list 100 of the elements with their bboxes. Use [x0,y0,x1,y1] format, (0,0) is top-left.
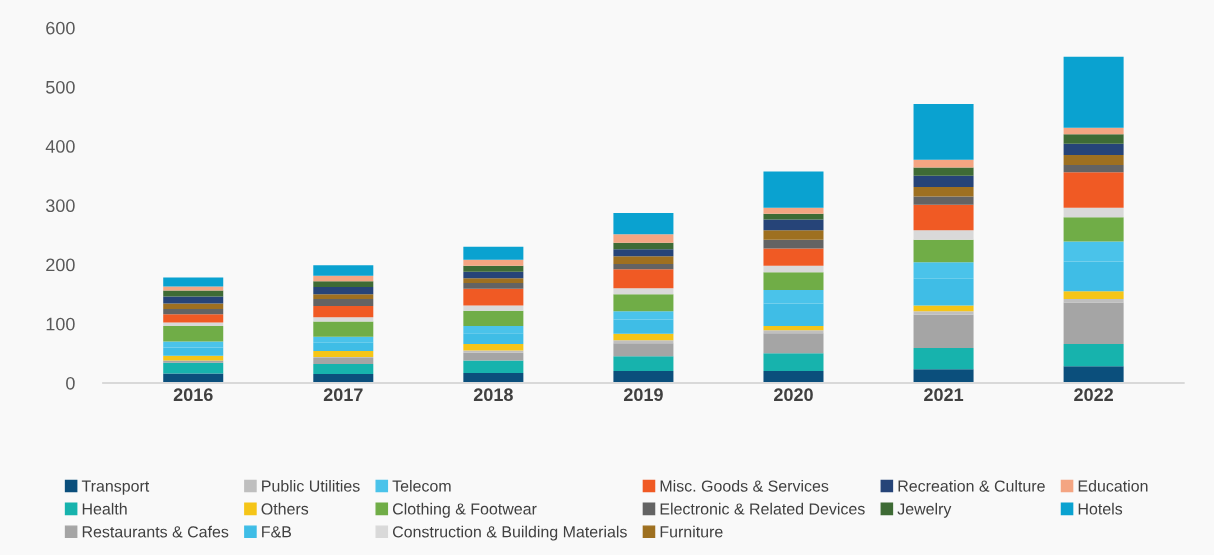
bar [463,352,524,361]
bar [763,171,824,208]
bar [1063,127,1124,135]
bar [163,360,224,363]
bar [163,286,224,291]
bar [163,290,224,297]
bar [763,213,824,220]
legend-label: Education [1078,479,1148,492]
bar [1063,134,1124,144]
bar [463,350,524,353]
bar [313,374,374,383]
bar [313,358,374,365]
bar [613,269,674,289]
legend-label: Health [82,502,127,515]
bar [1063,217,1124,242]
bar [463,246,524,260]
bar [313,305,374,318]
bar [763,265,824,273]
bar [613,356,674,372]
legend-label: Telecom [392,479,451,492]
bar [313,294,374,299]
bar [163,277,224,287]
bar [613,234,674,243]
legend-label: Recreation & Culture [898,479,1045,492]
bar [463,360,524,373]
bar [613,263,674,270]
bar [763,207,824,214]
bar [163,373,224,383]
legend-label: Transport [81,480,150,495]
bar [613,213,674,235]
bar [313,321,374,337]
bar [1063,207,1124,218]
bar [763,333,824,354]
bar [613,340,674,344]
bar [913,348,974,370]
bar [163,326,224,342]
bar [163,314,224,323]
bar [913,239,974,263]
bar [1063,291,1124,299]
bar [913,167,974,176]
bar [313,350,374,357]
x-tick-label: 2021 [924,388,964,402]
bar [313,317,374,322]
bar [313,287,374,295]
bar [913,314,974,349]
bar [913,175,974,187]
legend-label: Electronic & Related Devices [660,502,865,515]
bar [463,343,524,351]
bar [613,371,674,383]
bar [763,272,824,291]
x-tick-label: 2016 [173,388,213,402]
bar [913,204,974,231]
bar [1063,366,1124,383]
y-tick-label: 600 [46,21,75,35]
bar [913,311,974,315]
y-tick-label: 400 [45,140,75,153]
bar [763,326,824,331]
legend-label: Construction & Building Materials [392,525,627,541]
bar [913,305,974,312]
y-tick-label: 100 [46,317,75,331]
bar [163,296,224,304]
legend-label: Jewelry [897,502,952,518]
bar [463,265,524,272]
bar [763,353,824,372]
bar [313,281,374,288]
bar [163,362,224,374]
bar [313,275,374,282]
bar [463,271,524,279]
bar [613,256,674,264]
bar [913,196,974,205]
bar [763,219,824,231]
x-tick-label: 2020 [774,388,813,402]
x-tick-label: 2018 [473,388,513,402]
legend-label: Misc. Goods & Services [660,479,829,492]
bar [163,303,224,309]
bar [313,364,374,375]
bar [463,305,524,311]
bar [1063,343,1124,367]
y-tick-label: 200 [46,258,75,272]
bar [313,298,374,306]
legend-label: Hotels [1078,502,1123,515]
bar [463,310,524,327]
bar [163,308,224,315]
bar [913,159,974,168]
bar [463,259,524,266]
bar [763,371,824,383]
bar [613,333,674,341]
legend-label: Clothing & Footwear [392,502,537,518]
bar [763,230,824,240]
bar [763,248,824,266]
bar [1063,302,1124,344]
bar [913,104,974,160]
bar [763,330,824,334]
legend-label: Furniture [660,525,723,538]
bar [613,294,674,312]
bar [913,369,974,383]
y-tick-label: 300 [45,199,75,213]
bar [1063,143,1124,156]
bar [463,282,524,289]
y-tick-label: 500 [46,80,75,94]
